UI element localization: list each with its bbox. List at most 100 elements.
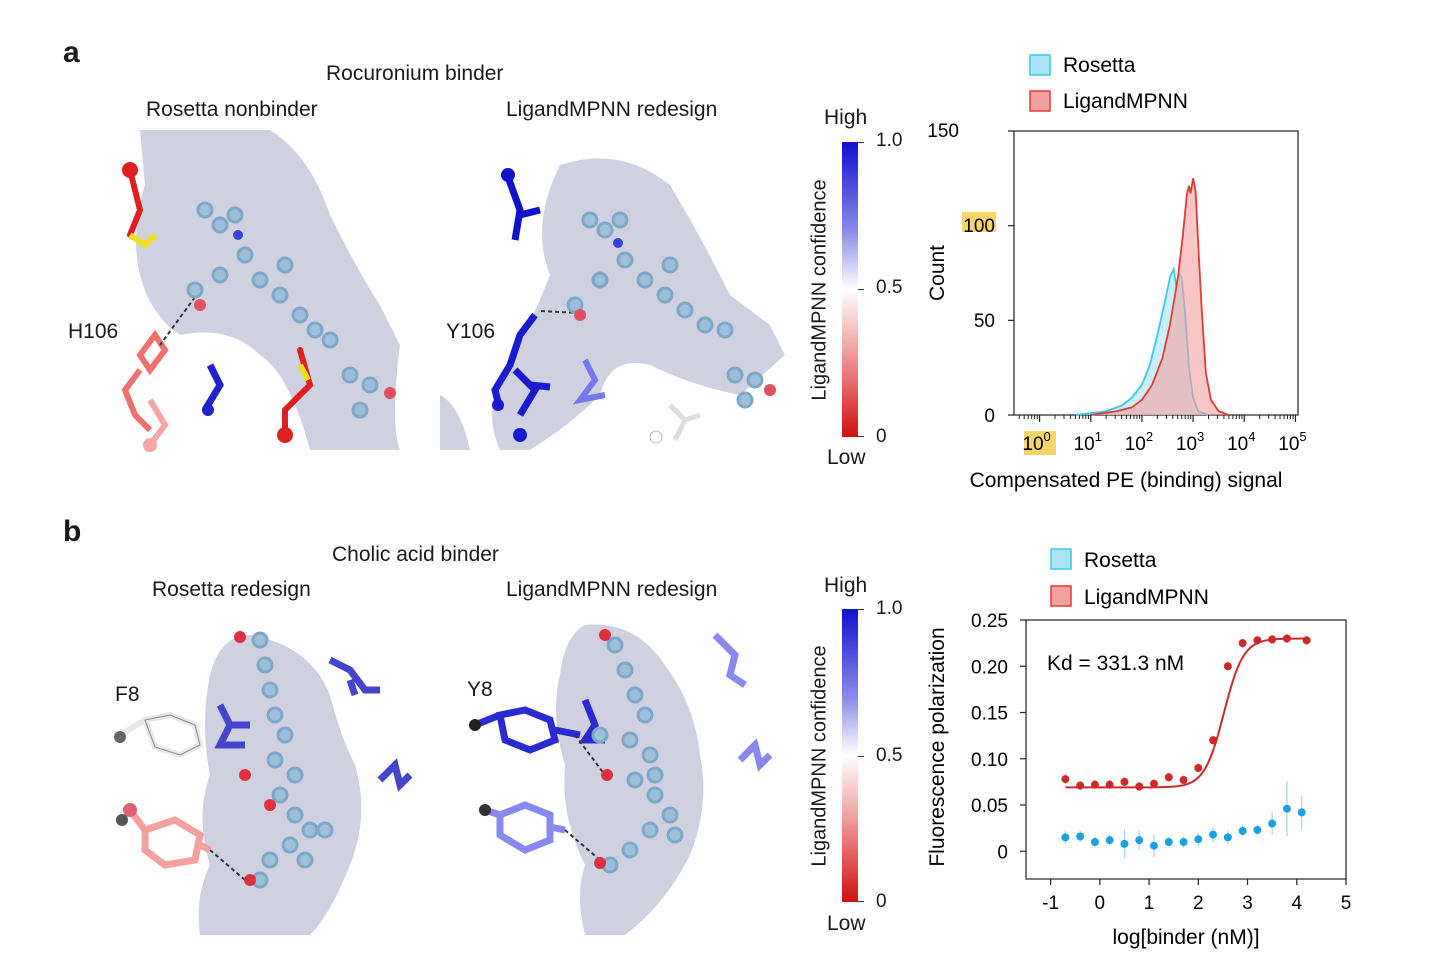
fp-rosetta-point (1297, 808, 1306, 817)
fp-ligandmpnn-point (1061, 775, 1070, 784)
panel-a-right-residue: Y106 (446, 320, 496, 343)
hist-xtick-label: 105 (1278, 429, 1306, 455)
fp-rosetta-point (1135, 836, 1144, 845)
fluorescence-polarization-chart: Rosetta LigandMPNN 0 0.05 0.10 0.15 0.20 0.25… (926, 548, 1352, 949)
ytick-150: 150 (927, 121, 959, 142)
fp-frame (1025, 619, 1347, 880)
ytick-highlight (962, 212, 996, 232)
fp-ligandmpnn-point (1164, 773, 1173, 782)
fp-ytick-label: 0.25 (971, 611, 1008, 632)
fp-rosetta-point (1076, 832, 1085, 841)
fp-xtick-label: 4 (1291, 893, 1302, 914)
fp-rosetta-point (1238, 826, 1247, 835)
colorbar-a-high: High (824, 106, 868, 129)
fp-rosetta-point (1209, 830, 1218, 839)
fp-rosetta-point (1120, 839, 1129, 848)
legend-ligandmpnn-label: LigandMPNN (1063, 90, 1188, 113)
fp-ytick-label: 0.05 (971, 796, 1008, 817)
ytick-0: 0 (984, 406, 995, 427)
panel-b-left-residue: F8 (115, 683, 140, 706)
colorbar-a-low: Low (827, 446, 866, 469)
colorbar-b-low: Low (827, 912, 866, 935)
binding-histogram-chart: Rosetta LigandMPNN 100 101 102 103 104 105 15… (926, 54, 1307, 492)
panel-a-right-caption: LigandMPNN redesign (506, 98, 718, 121)
fp-ytick-label: 0.10 (971, 750, 1008, 771)
fp-rosetta-point (1090, 838, 1099, 846)
colorbar-a-gradient (842, 142, 858, 437)
colorbar-b-label: LigandMPNN confidence (808, 645, 831, 867)
fp-ligandmpnn-point (1179, 776, 1188, 785)
legend-rosetta-label: Rosetta (1084, 549, 1157, 572)
hist-xlabel: Compensated PE (binding) signal (970, 469, 1283, 492)
panel-a-left-residue: H106 (68, 320, 119, 343)
colorbar-b-high: High (824, 574, 868, 597)
rocuronium-ligandmpnn-structure (440, 158, 785, 451)
fp-ligandmpnn-point (1238, 639, 1247, 648)
fp-ligandmpnn-point (1135, 782, 1144, 791)
colorbar-a-label: LigandMPNN confidence (808, 179, 831, 401)
fp-ytick-label: 0 (997, 842, 1008, 863)
fp-xtick-label: -1 (1042, 893, 1059, 914)
fp-ligandmpnn-point (1209, 736, 1218, 745)
fp-ligandmpnn-point (1302, 636, 1311, 645)
fp-xtick-label: 2 (1193, 893, 1204, 914)
fp-ligandmpnn-point (1120, 777, 1129, 786)
legend-ligandmpnn-label: LigandMPNN (1084, 586, 1209, 609)
legend-rosetta-label: Rosetta (1063, 54, 1136, 77)
fp-rosetta-point (1061, 833, 1070, 842)
colorbar-b-tick-05: 0.5 (876, 745, 903, 766)
fp-ligandmpnn-point (1223, 662, 1232, 671)
fp-rosetta-point (1194, 835, 1203, 844)
colorbar-a-tick-0: 0 (876, 426, 887, 447)
fp-xtick-label: 0 (1095, 893, 1106, 914)
fp-ligandmpnn-point (1076, 781, 1085, 790)
colorbar-b-tick-1: 1.0 (876, 598, 903, 619)
hist-xtick-label: 103 (1176, 429, 1204, 455)
fp-ylabel: Fluorescence polarization (926, 627, 949, 866)
fp-xtick-label: 3 (1242, 893, 1253, 914)
hist-ylabel: Count (926, 245, 949, 301)
legend-ligandmpnn-swatch (1029, 90, 1051, 112)
fp-rosetta-point (1253, 825, 1262, 834)
hist-xtick-label: 104 (1227, 429, 1255, 455)
fp-rosetta-point (1164, 838, 1173, 846)
fp-ligandmpnn-point (1105, 780, 1114, 789)
fp-rosetta-point (1105, 836, 1114, 845)
xtick-highlight (1024, 431, 1056, 455)
hist-xtick-label: 102 (1125, 429, 1153, 455)
protein-surface (198, 635, 362, 935)
panel-a-title: Rocuronium binder (326, 62, 504, 85)
fp-xlabel: log[binder (nM)] (1112, 926, 1259, 949)
protein-surface (492, 158, 785, 451)
fp-rosetta-point (1268, 819, 1277, 828)
rocuronium-rosetta-structure (121, 130, 400, 452)
fp-ligandmpnn-point (1253, 636, 1262, 645)
fp-rosetta-point (1179, 838, 1188, 846)
ytick-50: 50 (974, 311, 995, 332)
legend-rosetta-swatch (1050, 548, 1072, 570)
ytick-100: 100 (963, 216, 995, 237)
fp-ligandmpnn-point (1150, 779, 1158, 788)
colorbar-b-tick-0: 0 (876, 891, 887, 912)
hist-xtick-label: 101 (1074, 429, 1102, 455)
panel-a-letter: a (63, 36, 80, 69)
panel-b-right-residue: Y8 (467, 678, 493, 701)
fp-ligandmpnn-point (1282, 634, 1291, 643)
colorbar-a-tick-1: 1.0 (876, 130, 903, 151)
fp-ligandmpnn-point (1268, 635, 1277, 644)
colorbar-b-gradient (842, 609, 858, 902)
fp-ytick-label: 0.20 (971, 657, 1008, 678)
panel-b-right-caption: LigandMPNN redesign (506, 578, 718, 601)
fp-rosetta-point (1223, 833, 1232, 842)
fp-fit-curve (1065, 637, 1307, 789)
panel-b-letter: b (63, 515, 82, 548)
fp-ligandmpnn-point (1090, 780, 1099, 789)
panel-b-left-caption: Rosetta redesign (152, 578, 311, 601)
panel-a-left-caption: Rosetta nonbinder (146, 98, 318, 121)
fp-xtick-label: 5 (1341, 893, 1352, 914)
legend-rosetta-swatch (1029, 54, 1051, 76)
fp-xtick-label: 1 (1144, 893, 1155, 914)
colorbar-a-tick-05: 0.5 (876, 277, 903, 298)
fp-rosetta-point (1282, 804, 1291, 813)
hist-line-ligandmpnn (1090, 178, 1230, 416)
